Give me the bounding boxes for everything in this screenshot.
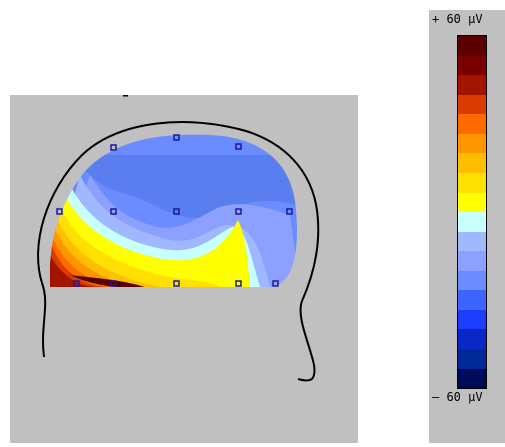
color-bar-swatch (458, 309, 486, 330)
electrode (235, 208, 242, 215)
color-bar-swatch (458, 290, 486, 310)
scale-max-label: + 60 µV (432, 12, 483, 26)
color-bar-swatch (458, 251, 486, 271)
scale-min-label: – 60 µV (432, 390, 483, 404)
electrode (173, 208, 180, 215)
electrode (110, 208, 117, 215)
color-bar-swatch (458, 153, 486, 173)
color-bar-swatch (458, 55, 486, 76)
color-bar-swatch (458, 75, 486, 95)
electrodes (56, 134, 293, 287)
color-bar-swatch (458, 172, 486, 193)
color-bar-swatch (458, 231, 486, 252)
electrode (110, 280, 117, 287)
electrode (272, 280, 279, 287)
electrode (286, 208, 293, 215)
head-outline (37, 121, 320, 382)
color-bar-swatch (458, 36, 486, 56)
color-bar-swatch (458, 114, 486, 134)
color-bar-swatch (458, 329, 486, 349)
color-bar-swatch (458, 192, 486, 213)
color-bar-swatch (458, 349, 486, 369)
electrode (56, 208, 63, 215)
color-bar-swatch (458, 368, 486, 389)
color-bar-swatch (458, 212, 486, 232)
electrode (73, 280, 80, 287)
electrode (110, 144, 117, 151)
color-bar-swatch (458, 270, 486, 291)
color-bar (457, 35, 487, 389)
electrode (173, 134, 180, 141)
color-bar-swatch (458, 133, 486, 154)
scalp-map (10, 93, 358, 443)
electrode (173, 280, 180, 287)
electrode (235, 143, 242, 150)
scalp-map-panel (10, 93, 358, 443)
color-bar-swatch (458, 94, 486, 115)
electrode (235, 280, 242, 287)
color-scale-panel: + 60 µV – 60 µV (429, 10, 505, 443)
